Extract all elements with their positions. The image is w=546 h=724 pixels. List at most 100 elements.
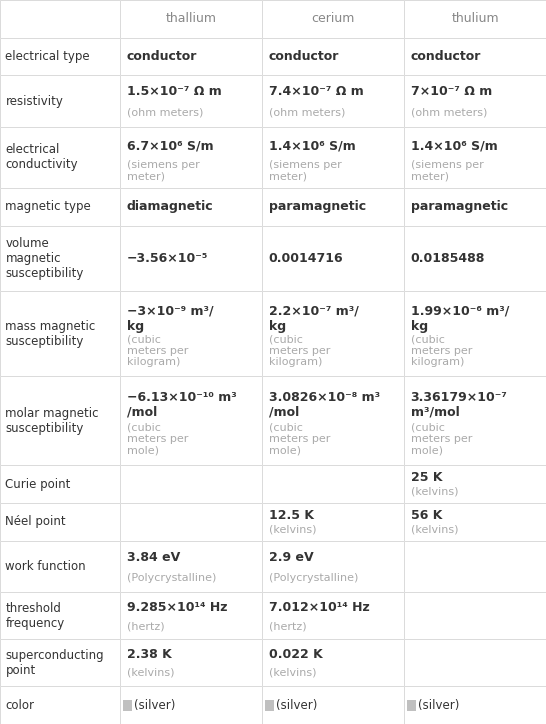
Bar: [262, 541, 404, 592]
Bar: [404, 0, 546, 38]
Text: (kelvins): (kelvins): [269, 668, 316, 677]
Text: electrical type: electrical type: [5, 50, 90, 63]
Bar: [262, 592, 404, 639]
Bar: [404, 226, 546, 292]
Bar: [0, 376, 120, 466]
Bar: [0, 188, 120, 226]
Text: 56 K: 56 K: [411, 508, 442, 521]
Bar: [262, 686, 404, 724]
Text: 2.9 eV: 2.9 eV: [269, 551, 313, 564]
Bar: [0, 127, 120, 188]
Bar: [120, 0, 262, 38]
Bar: [404, 466, 546, 503]
Text: (kelvins): (kelvins): [411, 524, 458, 534]
Bar: [262, 188, 404, 226]
Text: −3×10⁻⁹ m³/
kg: −3×10⁻⁹ m³/ kg: [127, 305, 213, 332]
Bar: [120, 592, 262, 639]
Bar: [0, 226, 120, 292]
Text: paramagnetic: paramagnetic: [411, 201, 508, 214]
Text: 3.84 eV: 3.84 eV: [127, 551, 180, 564]
Text: 1.4×10⁶ S/m: 1.4×10⁶ S/m: [411, 140, 497, 153]
Bar: [404, 188, 546, 226]
Text: (cubic
meters per
mole): (cubic meters per mole): [411, 422, 472, 455]
Text: (silver): (silver): [276, 699, 318, 712]
Bar: [404, 541, 546, 592]
Bar: [0, 592, 120, 639]
Bar: [120, 188, 262, 226]
Bar: [120, 639, 262, 686]
Bar: [262, 376, 404, 466]
Text: (kelvins): (kelvins): [127, 668, 174, 677]
Text: 6.7×10⁶ S/m: 6.7×10⁶ S/m: [127, 140, 213, 153]
Bar: [404, 376, 546, 466]
Bar: [262, 503, 404, 541]
Bar: [0, 466, 120, 503]
Bar: [404, 541, 546, 592]
Bar: [262, 686, 404, 724]
Text: conductor: conductor: [127, 50, 197, 63]
Bar: [404, 38, 546, 75]
Bar: [262, 592, 404, 639]
Bar: [407, 700, 416, 711]
Bar: [120, 592, 262, 639]
Bar: [0, 292, 120, 376]
Text: (kelvins): (kelvins): [411, 487, 458, 497]
Bar: [404, 127, 546, 188]
Bar: [404, 686, 546, 724]
Bar: [404, 75, 546, 127]
Text: (cubic
meters per
mole): (cubic meters per mole): [127, 422, 188, 455]
Bar: [120, 226, 262, 292]
Bar: [262, 541, 404, 592]
Bar: [262, 466, 404, 503]
Text: 9.285×10¹⁴ Hz: 9.285×10¹⁴ Hz: [127, 601, 227, 614]
Bar: [404, 75, 546, 127]
Text: color: color: [5, 699, 34, 712]
Text: (ohm meters): (ohm meters): [269, 107, 345, 117]
Bar: [404, 292, 546, 376]
Bar: [262, 0, 404, 38]
Text: (siemens per
meter): (siemens per meter): [127, 160, 199, 182]
Bar: [120, 75, 262, 127]
Text: 12.5 K: 12.5 K: [269, 508, 313, 521]
Bar: [262, 226, 404, 292]
Bar: [404, 503, 546, 541]
Bar: [262, 639, 404, 686]
Bar: [120, 0, 262, 38]
Bar: [404, 466, 546, 503]
Bar: [262, 188, 404, 226]
Text: thallium: thallium: [165, 12, 217, 25]
Bar: [0, 592, 120, 639]
Bar: [404, 639, 546, 686]
Bar: [404, 127, 546, 188]
Bar: [262, 292, 404, 376]
Text: threshold
frequency: threshold frequency: [5, 602, 65, 630]
Bar: [404, 592, 546, 639]
Text: (hertz): (hertz): [127, 621, 164, 631]
Text: −3.56×10⁻⁵: −3.56×10⁻⁵: [127, 252, 208, 265]
Bar: [262, 226, 404, 292]
Text: 0.0185488: 0.0185488: [411, 252, 485, 265]
Text: (Polycrystalline): (Polycrystalline): [269, 573, 358, 583]
Bar: [120, 292, 262, 376]
Text: superconducting
point: superconducting point: [5, 649, 104, 677]
Bar: [120, 376, 262, 466]
Bar: [262, 75, 404, 127]
Bar: [0, 541, 120, 592]
Bar: [120, 75, 262, 127]
Text: (cubic
meters per
mole): (cubic meters per mole): [269, 422, 330, 455]
Bar: [0, 75, 120, 127]
Text: resistivity: resistivity: [5, 95, 63, 108]
Text: work function: work function: [5, 560, 86, 573]
Bar: [120, 466, 262, 503]
Text: molar magnetic
susceptibility: molar magnetic susceptibility: [5, 407, 99, 435]
Bar: [404, 592, 546, 639]
Text: 25 K: 25 K: [411, 471, 442, 484]
Text: 2.2×10⁻⁷ m³/
kg: 2.2×10⁻⁷ m³/ kg: [269, 305, 359, 332]
Text: (siemens per
meter): (siemens per meter): [269, 160, 341, 182]
Bar: [404, 226, 546, 292]
Text: Curie point: Curie point: [5, 478, 71, 491]
Bar: [120, 686, 262, 724]
Text: 7.012×10¹⁴ Hz: 7.012×10¹⁴ Hz: [269, 601, 370, 614]
Bar: [262, 75, 404, 127]
Bar: [120, 38, 262, 75]
